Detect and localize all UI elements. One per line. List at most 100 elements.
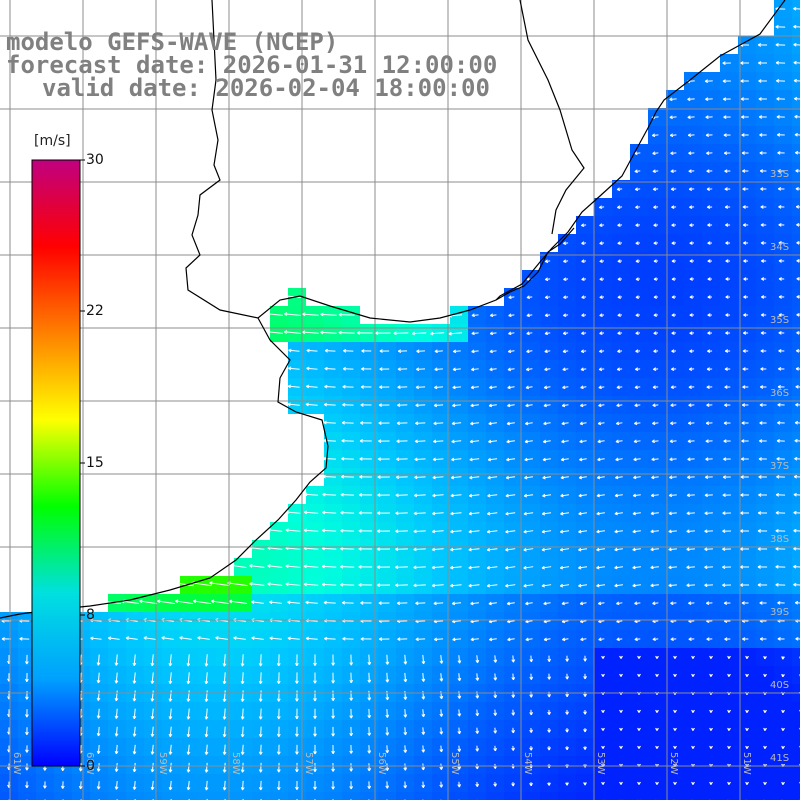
wind-arrow-head (670, 134, 674, 138)
latitude-label: 35S (770, 315, 789, 326)
wind-arrow-head (670, 188, 675, 192)
wind-cell (792, 234, 800, 252)
wind-arrow-head (796, 224, 800, 227)
wind-cell (792, 648, 800, 666)
wind-arrow (793, 26, 800, 28)
wind-arrow-head (563, 243, 567, 246)
wind-cell (450, 792, 468, 800)
wind-cell (792, 324, 800, 342)
wind-arrow-head (723, 134, 727, 137)
longitude-label: 53W (595, 752, 606, 775)
wind-arrow-head (741, 116, 745, 119)
wind-arrow (669, 98, 677, 100)
wind-arrow-head (742, 188, 746, 191)
wind-cell (792, 306, 800, 324)
wind-arrow-head (795, 170, 799, 173)
wind-arrow-head (759, 170, 764, 173)
wind-cell (648, 792, 666, 800)
wind-arrow (793, 44, 800, 46)
wind-cell (252, 792, 270, 800)
wind-arrow-head (581, 225, 585, 228)
wind-cell (486, 792, 504, 800)
wind-cell (792, 198, 800, 216)
wind-cell (270, 792, 288, 800)
wind-arrow-head (740, 80, 744, 83)
wind-cell (558, 792, 576, 800)
wind-cell (522, 792, 540, 800)
wind-arrow-head (793, 8, 797, 11)
wind-arrow-head (724, 170, 728, 173)
wind-arrow-head (723, 116, 727, 119)
wind-cell (72, 792, 90, 800)
colorbar-tick-label: 0 (86, 758, 95, 774)
wind-arrow-head (793, 26, 797, 29)
colorbar-tick-label: 30 (86, 152, 104, 168)
wind-arrow-head (723, 98, 727, 101)
wind-arrow-head (777, 170, 781, 173)
wind-arrow-head (793, 80, 797, 83)
longitude-label: 51W (741, 752, 752, 775)
wind-arrow-head (652, 153, 656, 156)
wind-arrow-head (653, 224, 657, 227)
wind-arrow-head (775, 44, 779, 47)
wind-arrow-head (742, 170, 746, 173)
wind-cell (792, 342, 800, 360)
wind-arrow (393, 332, 409, 334)
wind-cell (540, 792, 558, 800)
colorbar-tick-label: 8 (86, 607, 95, 623)
wind-arrow-head (653, 242, 657, 245)
wind-cell (756, 792, 774, 800)
wind-arrow-head (794, 134, 798, 137)
wind-arrow-head (793, 62, 797, 65)
wind-cell (144, 792, 162, 800)
wind-cell (792, 792, 800, 800)
wind-arrow-head (635, 224, 639, 227)
wind-arrow-head (793, 44, 797, 47)
wind-arrow-head (707, 224, 711, 227)
wind-cell (468, 792, 486, 800)
longitude-label: 52W (668, 752, 679, 775)
wind-cell (234, 792, 252, 800)
longitude-label: 56W (376, 752, 387, 775)
wind-arrow-head (795, 206, 800, 209)
wind-cell (324, 792, 342, 800)
wind-arrow-head (671, 224, 675, 227)
wind-cell (378, 792, 396, 800)
wind-cell (684, 792, 702, 800)
wind-cell (90, 792, 108, 800)
wind-cell (306, 792, 324, 800)
wind-cell (774, 792, 792, 800)
wind-cell (594, 792, 612, 800)
wind-arrow-head (688, 170, 692, 174)
wind-arrow-head (671, 206, 675, 209)
wind-cell (54, 792, 72, 800)
wind-arrow-head (634, 153, 638, 156)
latitude-label: 36S (770, 388, 789, 399)
wind-arrow-head (706, 188, 710, 191)
wind-arrow-head (688, 188, 693, 191)
longitude-label: 57W (303, 752, 314, 775)
wind-arrow-head (758, 80, 762, 83)
wind-arrow-head (581, 243, 585, 246)
wind-arrow-head (775, 26, 779, 29)
wind-cell (792, 216, 800, 234)
wind-arrow-head (776, 80, 780, 83)
wind-arrow-head (759, 152, 763, 155)
wind-arrow-head (795, 152, 799, 155)
wind-cell (36, 792, 54, 800)
wind-arrow-head (757, 44, 762, 47)
wind-arrow-head (687, 134, 692, 138)
wind-arrow-head (778, 206, 782, 209)
wind-cell (180, 792, 198, 800)
wind-arrow-head (742, 206, 746, 209)
wind-arrow-head (671, 242, 675, 245)
wind-cell (666, 792, 684, 800)
wind-arrow-head (760, 224, 764, 227)
wind-arrow-head (616, 189, 621, 192)
wind-arrow-head (599, 243, 603, 245)
wind-cell (108, 792, 126, 800)
wind-arrow-head (741, 134, 745, 137)
wind-arrow-head (758, 116, 763, 119)
wind-arrow (793, 8, 800, 10)
wind-cell (738, 792, 756, 800)
